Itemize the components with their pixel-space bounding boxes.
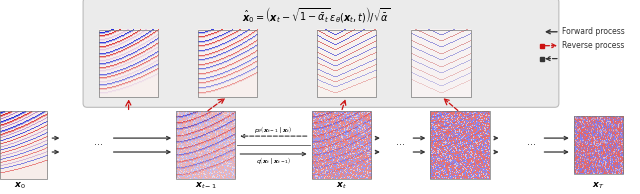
FancyBboxPatch shape	[83, 0, 559, 107]
Bar	[317, 30, 376, 97]
Bar	[430, 111, 490, 179]
Text: $\boldsymbol{x}_{t-1}$: $\boldsymbol{x}_{t-1}$	[195, 181, 217, 191]
Text: Reverse process: Reverse process	[562, 41, 624, 50]
Text: $q\left(\boldsymbol{x}_t\mid\boldsymbol{x}_{t-1}\right)$: $q\left(\boldsymbol{x}_t\mid\boldsymbol{…	[256, 155, 291, 166]
Text: $\boldsymbol{x}_t$: $\boldsymbol{x}_t$	[336, 181, 347, 191]
Text: Forward process: Forward process	[562, 27, 625, 36]
Text: $\boldsymbol{x}_T$: $\boldsymbol{x}_T$	[592, 181, 605, 191]
Bar	[573, 116, 623, 174]
Bar	[312, 111, 371, 179]
Text: ···: ···	[527, 140, 536, 150]
Bar	[198, 30, 257, 97]
Text: ···: ···	[396, 140, 405, 150]
Bar	[0, 111, 47, 179]
Bar	[99, 30, 158, 97]
Text: $p_\theta\left(\boldsymbol{x}_{t-1}\mid\boldsymbol{x}_t\right)$: $p_\theta\left(\boldsymbol{x}_{t-1}\mid\…	[255, 124, 292, 135]
Text: $\hat{\boldsymbol{x}}_0 = \left(\boldsymbol{x}_t - \sqrt{1-\bar{\alpha}_t}\,\eps: $\hat{\boldsymbol{x}}_0 = \left(\boldsym…	[243, 5, 390, 25]
Text: $\boldsymbol{x}_0$: $\boldsymbol{x}_0$	[14, 181, 26, 191]
Bar	[176, 111, 236, 179]
Bar	[412, 30, 471, 97]
Text: ···: ···	[95, 140, 104, 150]
